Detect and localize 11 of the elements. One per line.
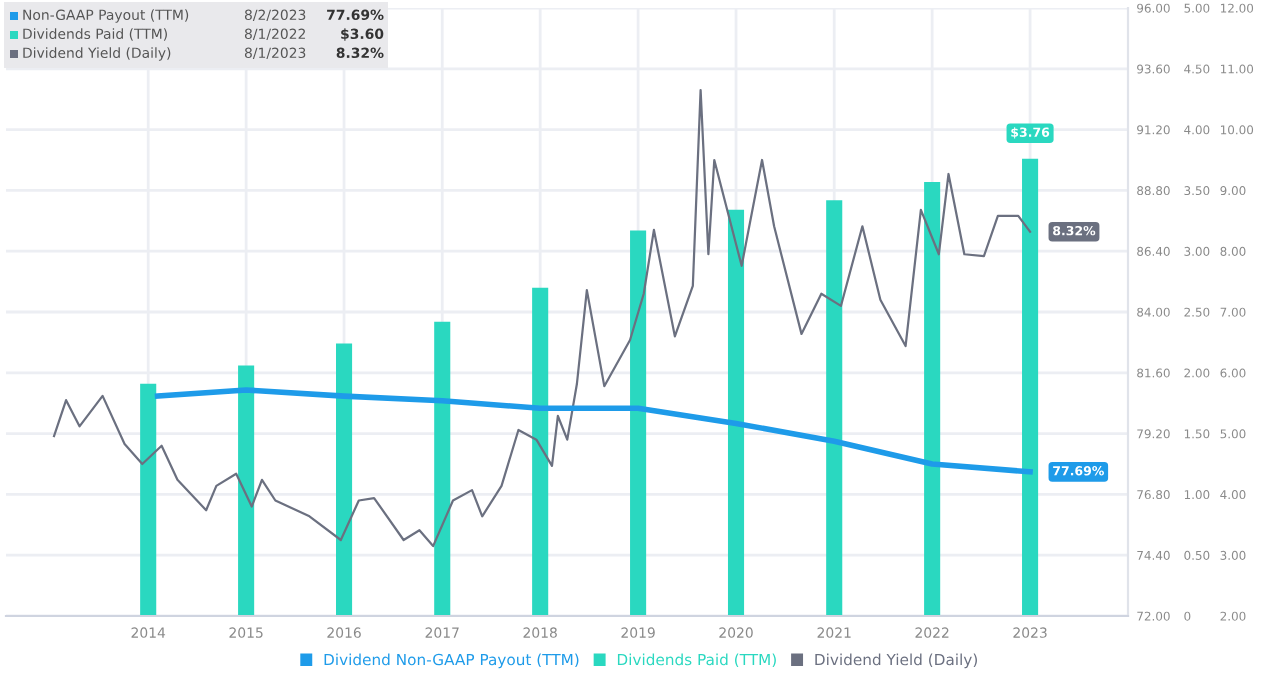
bar	[434, 321, 451, 616]
bar	[630, 230, 647, 616]
bar	[238, 365, 255, 616]
bar	[826, 200, 843, 616]
bar	[727, 209, 745, 616]
bar	[924, 181, 941, 616]
bar	[532, 287, 549, 616]
bar	[1022, 158, 1039, 616]
bar	[336, 343, 353, 616]
line-series	[154, 387, 1033, 475]
bar	[140, 383, 157, 616]
